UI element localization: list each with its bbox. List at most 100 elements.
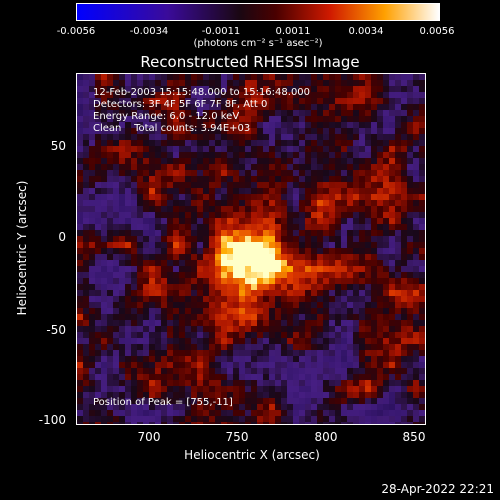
- heatmap-cell: [179, 260, 185, 266]
- heatmap-cell: [143, 212, 149, 218]
- heatmap-cell: [347, 170, 353, 176]
- heatmap-cell: [377, 200, 383, 206]
- heatmap-cell: [293, 308, 299, 314]
- heatmap-cell: [269, 338, 275, 344]
- heatmap-cell: [287, 362, 293, 368]
- heatmap-cell: [389, 290, 395, 296]
- heatmap-cell: [113, 182, 119, 188]
- heatmap-cell: [419, 260, 425, 266]
- heatmap-cell: [125, 254, 131, 260]
- heatmap-cell: [341, 176, 347, 182]
- heatmap-cell: [287, 290, 293, 296]
- heatmap-cell: [335, 248, 341, 254]
- heatmap-cell: [377, 260, 383, 266]
- heatmap-cell: [167, 164, 173, 170]
- heatmap-cell: [173, 344, 179, 350]
- heatmap-cell: [83, 206, 89, 212]
- heatmap-cell: [233, 218, 239, 224]
- heatmap-cell: [293, 410, 299, 416]
- heatmap-cell: [377, 392, 383, 398]
- heatmap-cell: [287, 296, 293, 302]
- heatmap-cell: [89, 182, 95, 188]
- heatmap-cell: [161, 386, 167, 392]
- heatmap-cell: [263, 392, 269, 398]
- heatmap-cell: [341, 92, 347, 98]
- heatmap-cell: [389, 254, 395, 260]
- heatmap-cell: [311, 92, 317, 98]
- heatmap-cell: [275, 182, 281, 188]
- heatmap-cell: [203, 404, 209, 410]
- heatmap-cell: [233, 266, 239, 272]
- heatmap-cell: [287, 116, 293, 122]
- heatmap-cell: [395, 350, 401, 356]
- heatmap-cell: [269, 152, 275, 158]
- heatmap-cell: [317, 212, 323, 218]
- heatmap-cell: [185, 116, 191, 122]
- heatmap-cell: [125, 80, 131, 86]
- heatmap-cell: [209, 242, 215, 248]
- heatmap-cell: [413, 284, 419, 290]
- heatmap-cell: [329, 416, 335, 422]
- heatmap-cell: [203, 248, 209, 254]
- heatmap-cell: [341, 314, 347, 320]
- heatmap-cell: [119, 422, 125, 424]
- heatmap-cell: [221, 116, 227, 122]
- heatmap-cell: [383, 254, 389, 260]
- heatmap-cell: [293, 236, 299, 242]
- heatmap-cell: [83, 92, 89, 98]
- heatmap-cell: [383, 314, 389, 320]
- heatmap-cell: [293, 116, 299, 122]
- heatmap-cell: [419, 422, 425, 424]
- heatmap-cell: [101, 158, 107, 164]
- heatmap-cell: [305, 278, 311, 284]
- heatmap-cell: [395, 230, 401, 236]
- heatmap-cell: [293, 206, 299, 212]
- heatmap-cell: [227, 242, 233, 248]
- heatmap-cell: [335, 362, 341, 368]
- heatmap-cell: [305, 224, 311, 230]
- heatmap-cell: [269, 356, 275, 362]
- heatmap-cell: [407, 392, 413, 398]
- heatmap-cell: [143, 140, 149, 146]
- heatmap-cell: [125, 386, 131, 392]
- heatmap-cell: [131, 332, 137, 338]
- heatmap-cell: [101, 188, 107, 194]
- heatmap-cell: [209, 146, 215, 152]
- heatmap-cell: [185, 92, 191, 98]
- heatmap-cell: [389, 98, 395, 104]
- heatmap-cell: [167, 140, 173, 146]
- heatmap-cell: [371, 152, 377, 158]
- heatmap-cell: [305, 194, 311, 200]
- heatmap-cell: [413, 110, 419, 116]
- heatmap-cell: [347, 284, 353, 290]
- heatmap-cell: [179, 296, 185, 302]
- heatmap-cell: [221, 266, 227, 272]
- heatmap-cell: [299, 374, 305, 380]
- heatmap-cell: [131, 302, 137, 308]
- heatmap-cell: [389, 116, 395, 122]
- heatmap-cell: [131, 200, 137, 206]
- heatmap-cell: [89, 320, 95, 326]
- heatmap-cell: [167, 296, 173, 302]
- heatmap-cell: [173, 326, 179, 332]
- heatmap-cell: [407, 314, 413, 320]
- heatmap-cell: [407, 176, 413, 182]
- heatmap-cell: [269, 122, 275, 128]
- heatmap-cell: [209, 248, 215, 254]
- heatmap-cell: [383, 290, 389, 296]
- heatmap-cell: [257, 278, 263, 284]
- heatmap-cell: [77, 86, 83, 92]
- heatmap-cell: [185, 224, 191, 230]
- heatmap-cell: [311, 116, 317, 122]
- heatmap-cell: [407, 332, 413, 338]
- heatmap-cell: [215, 356, 221, 362]
- heatmap-cell: [155, 188, 161, 194]
- heatmap-cell: [197, 194, 203, 200]
- heatmap-cell: [371, 314, 377, 320]
- heatmap-cell: [275, 320, 281, 326]
- heatmap-cell: [401, 158, 407, 164]
- heatmap-cell: [401, 284, 407, 290]
- heatmap-cell: [305, 416, 311, 422]
- heatmap-cell: [167, 194, 173, 200]
- heatmap-cell: [287, 218, 293, 224]
